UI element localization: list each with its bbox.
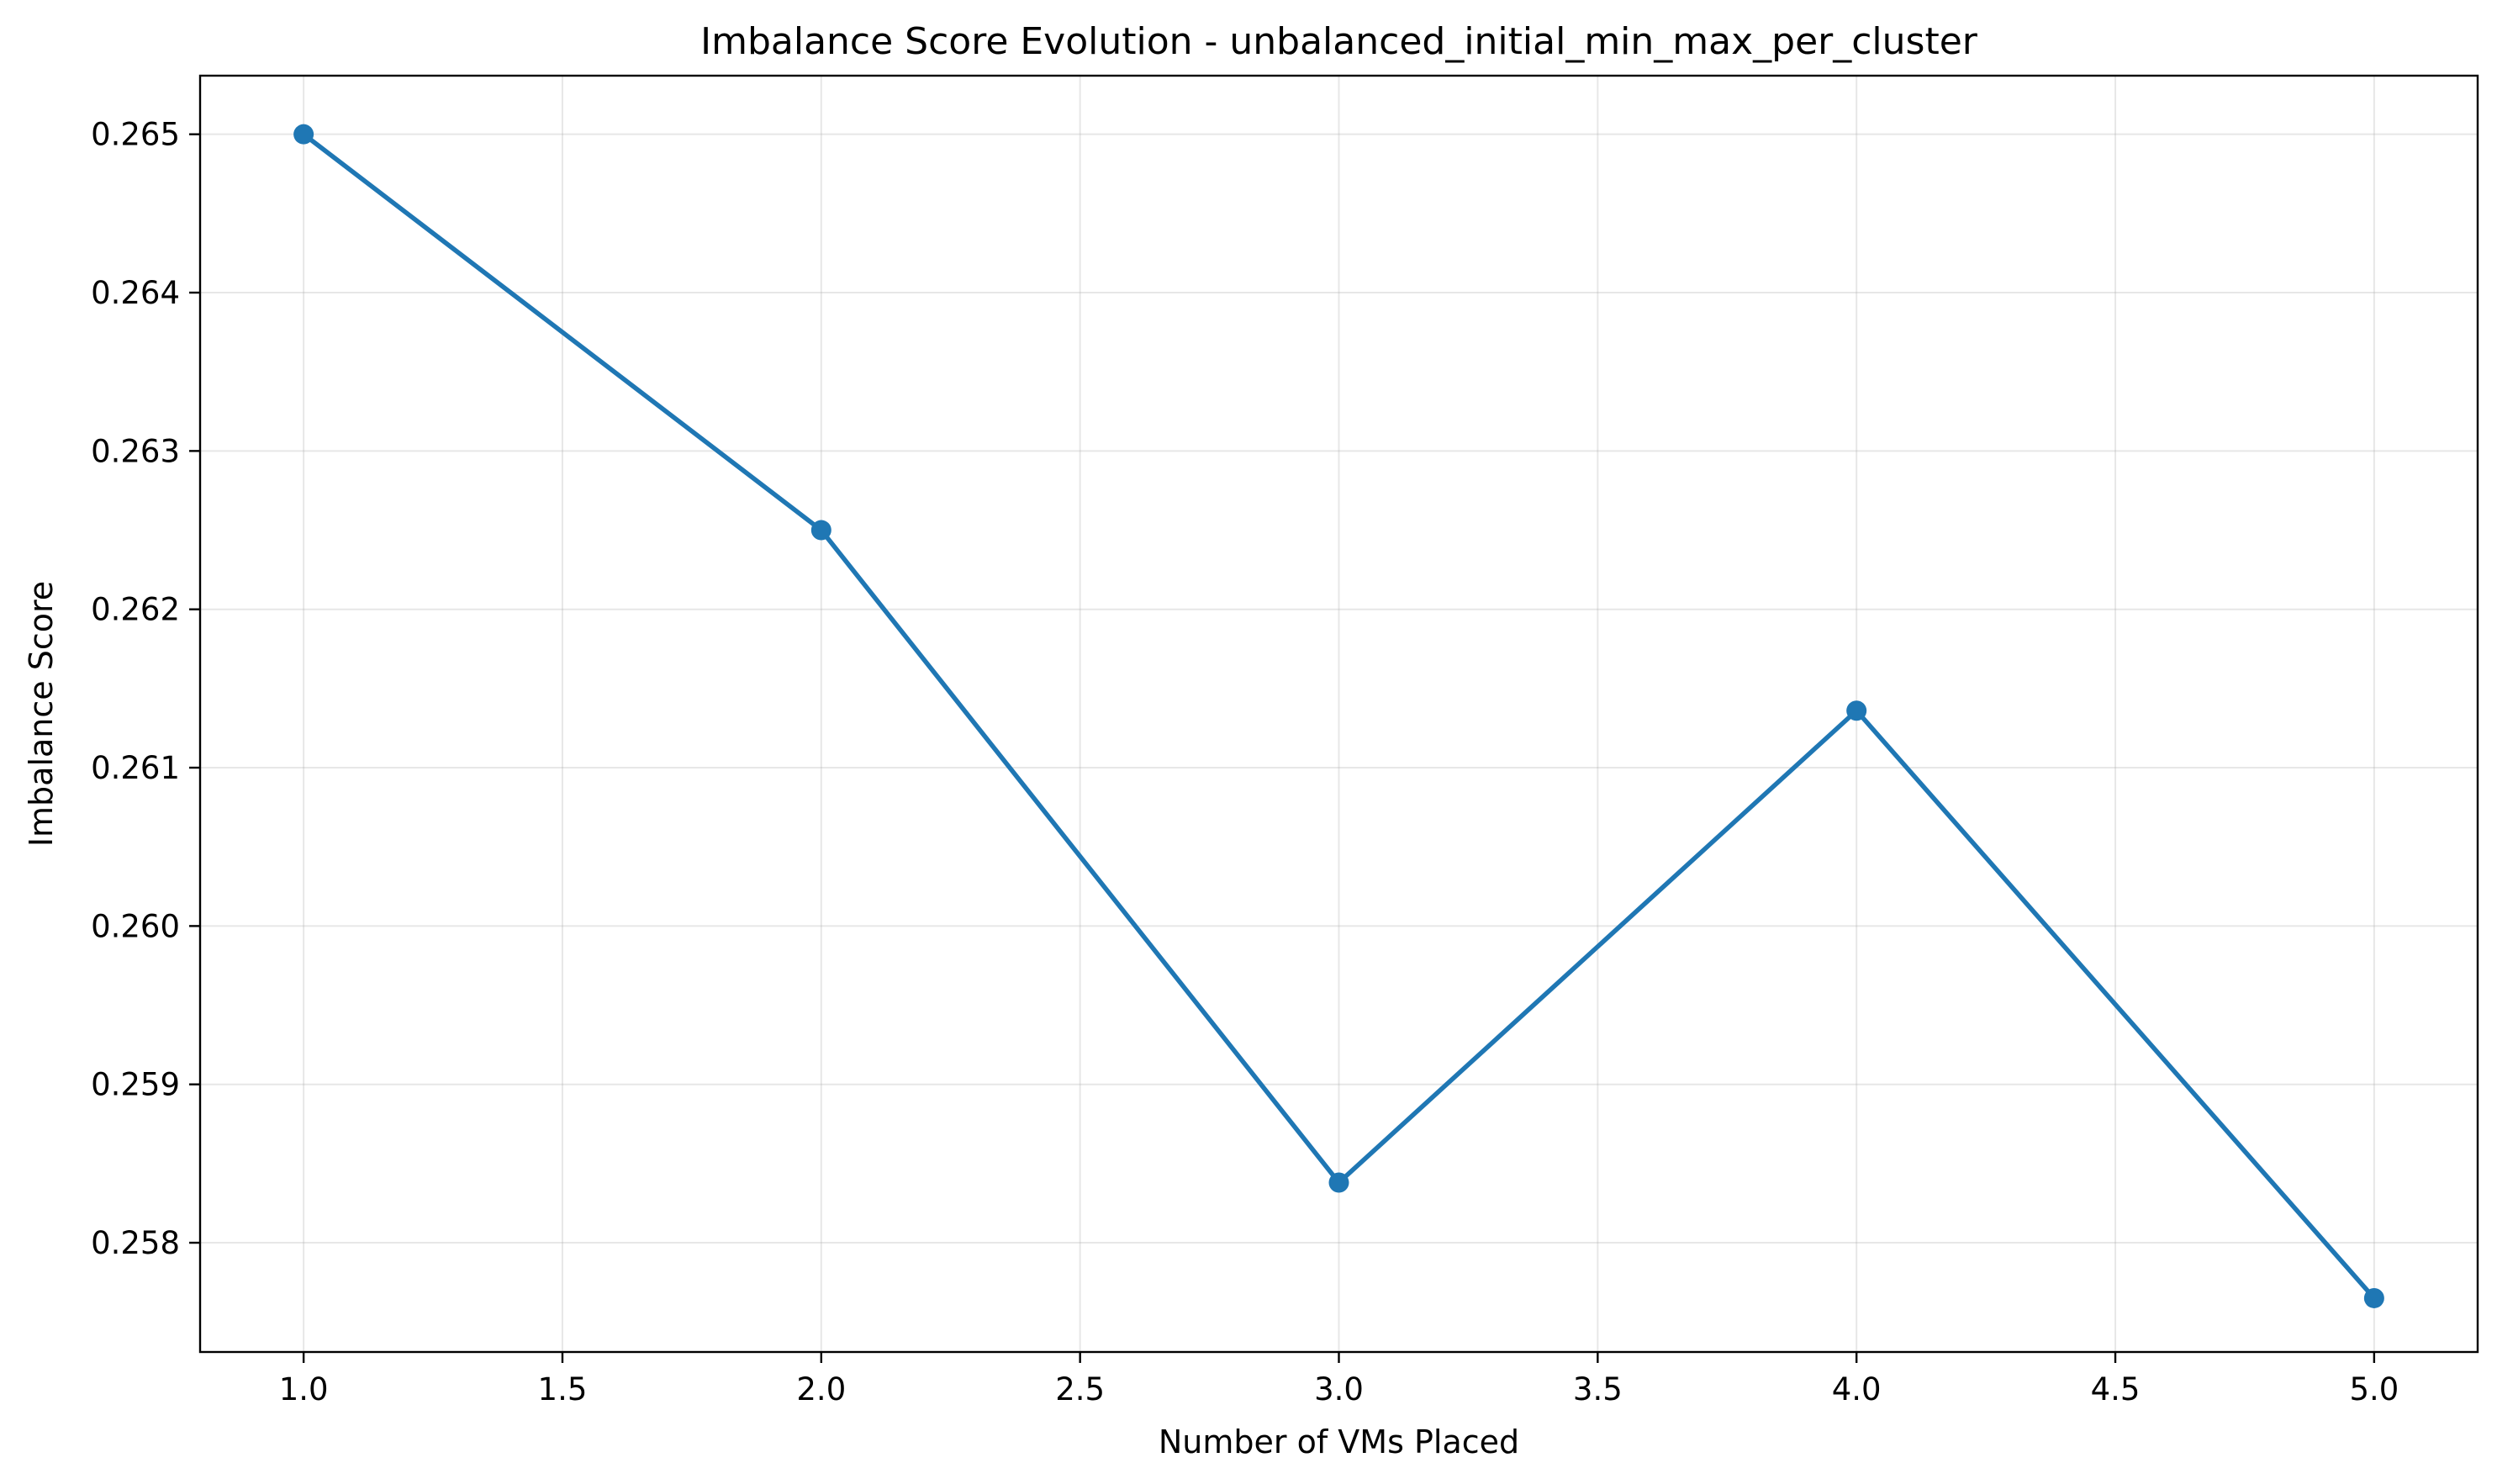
x-tick-label: 2.0	[796, 1371, 846, 1407]
x-tick-label: 3.0	[1314, 1371, 1364, 1407]
x-axis-label: Number of VMs Placed	[1159, 1423, 1519, 1460]
data-point	[1846, 700, 1867, 721]
y-tick-label: 0.264	[91, 275, 180, 311]
y-tick-label: 0.263	[91, 433, 180, 469]
axes	[189, 74, 2479, 1363]
data-point	[810, 520, 831, 541]
data-point	[2363, 1287, 2384, 1308]
x-tick-label: 2.5	[1055, 1371, 1105, 1407]
y-axis-label: Imbalance Score	[23, 581, 60, 847]
x-tick-label: 4.0	[1832, 1371, 1882, 1407]
x-tick-label: 3.5	[1573, 1371, 1623, 1407]
y-tick-label: 0.261	[91, 750, 180, 786]
y-tick-label: 0.259	[91, 1067, 180, 1103]
chart-text: Imbalance Score Evolution - unbalanced_i…	[23, 20, 2399, 1460]
x-tick-label: 5.0	[2349, 1371, 2399, 1407]
series-layer	[293, 124, 2384, 1308]
x-tick-label: 1.0	[279, 1371, 329, 1407]
x-tick-label: 1.5	[538, 1371, 588, 1407]
chart-title: Imbalance Score Evolution - unbalanced_i…	[700, 20, 1978, 63]
y-tick-label: 0.260	[91, 908, 180, 944]
plot-frame	[198, 74, 2479, 1354]
data-point	[293, 124, 314, 145]
y-tick-label: 0.262	[91, 592, 180, 628]
data-point	[1328, 1172, 1349, 1193]
y-tick-label: 0.258	[91, 1225, 180, 1261]
y-tick-label: 0.265	[91, 117, 180, 153]
grid	[200, 76, 2478, 1352]
x-tick-label: 4.5	[2091, 1371, 2141, 1407]
